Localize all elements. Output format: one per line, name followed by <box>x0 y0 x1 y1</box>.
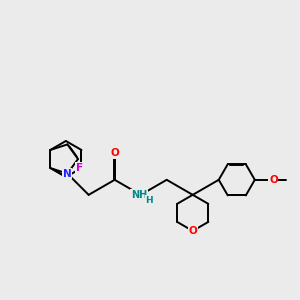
Text: F: F <box>76 163 82 173</box>
Text: O: O <box>110 148 119 158</box>
Text: NH: NH <box>131 190 147 200</box>
Text: H: H <box>145 196 153 205</box>
Text: O: O <box>188 226 197 236</box>
Text: N: N <box>63 169 72 178</box>
Text: O: O <box>269 175 278 185</box>
